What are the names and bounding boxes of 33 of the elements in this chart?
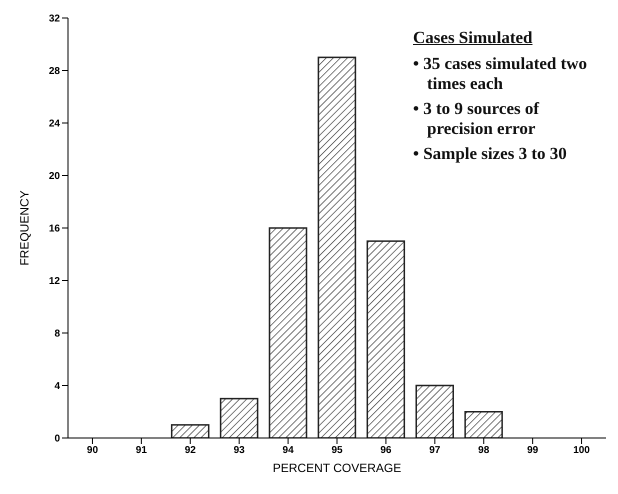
annotation: Cases Simulated xyxy=(413,28,534,48)
y-tick-label: 12 xyxy=(48,276,60,288)
annotation: • 35 cases simulated two times each xyxy=(413,54,588,94)
bar xyxy=(415,384,454,438)
y-tick-label: 4 xyxy=(54,381,60,392)
x-tick-label: 97 xyxy=(429,445,441,456)
bar xyxy=(220,398,258,438)
x-tick-label: 95 xyxy=(331,445,343,456)
y-tick-label: 32 xyxy=(48,14,60,25)
x-tick-label: 94 xyxy=(282,445,294,456)
y-tick-label: 16 xyxy=(48,224,60,235)
x-tick-label: 90 xyxy=(86,445,98,456)
bar xyxy=(170,424,210,438)
bar xyxy=(318,56,356,438)
bar xyxy=(464,411,503,438)
bar xyxy=(366,240,406,438)
annotation: • Sample sizes 3 to 30 xyxy=(413,144,568,164)
x-tick-label: 98 xyxy=(478,445,490,456)
y-tick-label: 20 xyxy=(48,171,60,182)
y-tick-label: 28 xyxy=(48,66,60,78)
bar xyxy=(268,227,308,438)
y-tick-label: 0 xyxy=(54,434,60,445)
y-tick-label: 8 xyxy=(54,328,60,340)
x-tick-label: 91 xyxy=(136,445,148,456)
x-axis-title: PERCENT COVERAGE xyxy=(272,461,402,475)
x-tick-label: 93 xyxy=(234,445,246,456)
x-tick-label: 100 xyxy=(573,445,590,456)
x-tick-label: 99 xyxy=(527,445,539,456)
y-axis-title: FREQUENCY xyxy=(17,190,32,266)
y-tick-label: 24 xyxy=(48,118,60,130)
annotation: • 3 to 9 sources of precision error xyxy=(413,99,540,139)
x-tick-label: 92 xyxy=(184,445,196,456)
x-tick-label: 96 xyxy=(380,445,392,456)
